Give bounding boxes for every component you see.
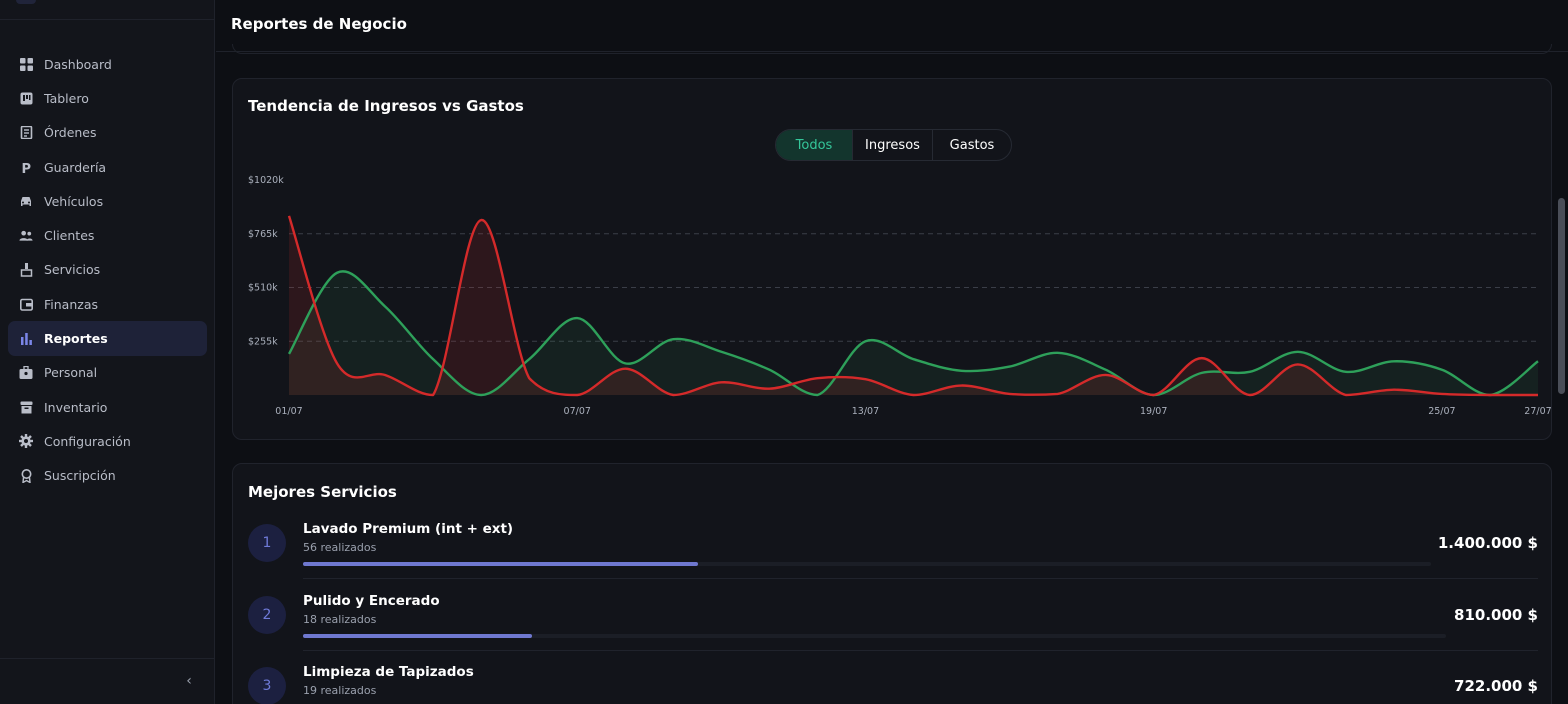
sidebar-item-label: Inventario xyxy=(44,399,108,415)
service-name: Limpieza de Tapizados xyxy=(303,664,474,680)
service-amount: 810.000 $ xyxy=(1454,606,1538,624)
rank-badge: 1 xyxy=(248,524,286,562)
svg-text:P: P xyxy=(21,162,31,174)
sidebar-item-label: Clientes xyxy=(44,228,95,244)
list-item[interactable]: 3 Limpieza de Tapizados 19 realizados 72… xyxy=(248,664,1538,704)
series-area-ingresos xyxy=(289,271,1538,395)
sidebar-item-personal[interactable]: Personal xyxy=(8,356,207,390)
sidebar-footer: ‹ xyxy=(0,658,215,704)
receipt-icon xyxy=(19,126,33,140)
sidebar-item-label: Reportes xyxy=(44,331,108,347)
sidebar-item-ordenes[interactable]: Órdenes xyxy=(8,116,207,150)
series-line-gastos xyxy=(287,215,1538,397)
divider xyxy=(303,650,1538,651)
service-amount: 1.400.000 $ xyxy=(1437,534,1538,552)
service-count: 18 realizados xyxy=(303,613,377,626)
sidebar-item-label: Dashboard xyxy=(44,56,112,72)
badge-icon xyxy=(19,366,33,380)
sidebar-item-label: Guardería xyxy=(44,159,107,175)
x-tick-label: 07/07 xyxy=(564,406,591,417)
sidebar-item-label: Personal xyxy=(44,365,98,381)
service-count: 19 realizados xyxy=(303,684,377,697)
page-header: Reportes de Negocio xyxy=(216,0,1568,52)
x-tick-label: 27/07 xyxy=(1524,406,1551,417)
y-tick-label: $255k xyxy=(248,336,278,347)
y-tick-label: $510k xyxy=(248,283,278,294)
page-title: Reportes de Negocio xyxy=(231,15,407,33)
sidebar-item-vehiculos[interactable]: Vehículos xyxy=(8,184,207,218)
service-progress-fill xyxy=(303,562,698,566)
sidebar-item-label: Órdenes xyxy=(44,125,97,141)
series-line-ingresos xyxy=(287,270,1539,397)
service-progress-track xyxy=(303,634,1446,638)
bar-chart-icon xyxy=(19,332,33,346)
y-tick-label: $765k xyxy=(248,229,278,240)
best-services-title: Mejores Servicios xyxy=(248,483,397,501)
list-item[interactable]: 2 Pulido y Encerado 18 realizados 810.00… xyxy=(248,593,1538,668)
sidebar: Dashboard Tablero Órdenes P Guardería Vehícul… xyxy=(0,0,215,704)
sidebar-item-clientes[interactable]: Clientes xyxy=(8,218,207,252)
service-name: Lavado Premium (int + ext) xyxy=(303,521,514,537)
app-logo xyxy=(16,0,36,4)
sidebar-item-configuracion[interactable]: Configuración xyxy=(8,424,207,458)
scrollbar-thumb[interactable] xyxy=(1558,198,1565,394)
filter-todos-button[interactable]: Todos xyxy=(776,130,853,160)
rank-badge: 2 xyxy=(248,596,286,634)
y-tick-label: $1020k xyxy=(248,175,284,186)
brush-icon xyxy=(19,262,33,277)
trend-chart-card: Tendencia de Ingresos vs Gastos Todos In… xyxy=(232,78,1552,440)
trend-chart: $1020k $765k $510k $255k 01/07 07/07 13/07 19/0… xyxy=(248,175,1552,417)
x-tick-label: 19/07 xyxy=(1140,406,1167,417)
award-icon xyxy=(19,468,33,483)
sidebar-item-label: Finanzas xyxy=(44,296,98,312)
sidebar-brand xyxy=(0,0,215,20)
rank-badge: 3 xyxy=(248,667,286,704)
sidebar-item-servicios[interactable]: Servicios xyxy=(8,253,207,287)
x-tick-label: 13/07 xyxy=(852,406,879,417)
sidebar-item-guarderia[interactable]: P Guardería xyxy=(8,150,207,184)
users-icon xyxy=(19,229,33,243)
best-services-card: Mejores Servicios 1 Lavado Premium (int … xyxy=(232,463,1552,704)
sidebar-item-tablero[interactable]: Tablero xyxy=(8,81,207,115)
sidebar-item-label: Tablero xyxy=(44,90,89,106)
trend-filter-toggle: Todos Ingresos Gastos xyxy=(775,129,1012,161)
sidebar-item-label: Suscripción xyxy=(44,468,116,484)
service-count: 56 realizados xyxy=(303,541,377,554)
divider xyxy=(303,578,1538,579)
trend-chart-title: Tendencia de Ingresos vs Gastos xyxy=(248,97,524,115)
service-progress-track xyxy=(303,562,1431,566)
archive-icon xyxy=(19,400,33,414)
filter-ingresos-button[interactable]: Ingresos xyxy=(853,130,933,160)
chevron-left-icon[interactable]: ‹ xyxy=(186,673,192,689)
sidebar-item-label: Configuración xyxy=(44,433,131,449)
service-amount: 722.000 $ xyxy=(1454,677,1538,695)
sidebar-item-reportes[interactable]: Reportes xyxy=(8,321,207,356)
board-icon xyxy=(19,91,33,105)
sidebar-item-label: Vehículos xyxy=(44,193,104,209)
x-tick-label: 25/07 xyxy=(1428,406,1455,417)
wallet-icon xyxy=(19,297,33,311)
filter-gastos-button[interactable]: Gastos xyxy=(949,137,995,153)
service-progress-fill xyxy=(303,634,532,638)
car-icon xyxy=(19,194,33,208)
x-tick-label: 01/07 xyxy=(275,406,302,417)
grid-icon xyxy=(19,57,33,71)
sidebar-item-finanzas[interactable]: Finanzas xyxy=(8,287,207,321)
list-item[interactable]: 1 Lavado Premium (int + ext) 56 realizad… xyxy=(248,521,1538,596)
gear-icon xyxy=(19,434,33,449)
parking-icon: P xyxy=(19,160,33,174)
sidebar-nav: Dashboard Tablero Órdenes P Guardería Vehícul… xyxy=(8,47,207,493)
sidebar-item-label: Servicios xyxy=(44,262,101,278)
header-card-edge xyxy=(232,44,1552,54)
sidebar-item-inventario[interactable]: Inventario xyxy=(8,390,207,424)
service-name: Pulido y Encerado xyxy=(303,593,440,609)
sidebar-item-dashboard[interactable]: Dashboard xyxy=(8,47,207,81)
sidebar-item-suscripcion[interactable]: Suscripción xyxy=(8,459,207,493)
